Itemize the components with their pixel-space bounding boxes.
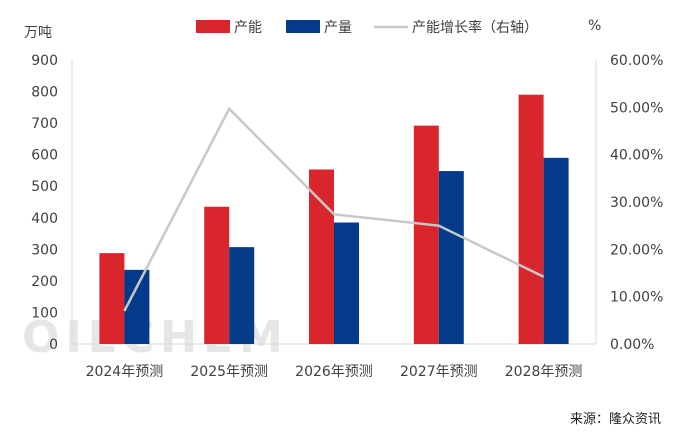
y-right-tick-label: 60.00%: [610, 53, 663, 69]
x-tick-label: 2024年预测: [86, 364, 164, 380]
legend-output-swatch: [286, 20, 320, 33]
bar-output: [229, 247, 255, 344]
x-tick-label: 2028年预测: [505, 364, 583, 380]
y-right-tick-label: 50.00%: [610, 100, 663, 116]
bar-capacity: [413, 125, 439, 344]
y-right-tick-label: 40.00%: [610, 148, 663, 164]
legend: 产能 产量 产能增长率（右轴）: [196, 19, 538, 36]
y-left-tick-label: 100: [31, 305, 58, 321]
legend-growth-label: 产能增长率（右轴）: [412, 19, 538, 36]
axes: 0 100 200 300 400 500 600 700 800 900 0.00% 10.00% 2…: [24, 18, 663, 380]
y-left-tick-label: 200: [31, 274, 58, 290]
y-left-unit: 万吨: [24, 25, 52, 41]
y-right-tick-label: 20.00%: [610, 242, 663, 258]
y-left-tick-label: 0: [49, 337, 58, 353]
y-left-tick-label: 300: [31, 242, 58, 258]
bar-capacity: [518, 94, 544, 344]
y-right-tick-label: 10.00%: [610, 290, 663, 306]
source-note: 来源：隆众资讯: [569, 412, 661, 427]
bars: [99, 94, 569, 344]
x-tick-label: 2026年预测: [295, 364, 373, 380]
y-right-tick-label: 30.00%: [610, 195, 663, 211]
bar-capacity: [204, 206, 230, 344]
x-tick-label: 2027年预测: [400, 364, 478, 380]
y-left-tick-label: 500: [31, 179, 58, 195]
y-right-unit: %: [588, 18, 601, 34]
y-left-tick-label: 400: [31, 211, 58, 227]
y-right-tick-label: 0.00%: [610, 337, 654, 353]
y-left-tick-label: 800: [31, 85, 58, 101]
y-left-tick-label: 700: [31, 116, 58, 132]
bar-capacity: [309, 169, 334, 344]
legend-capacity-swatch: [196, 20, 230, 33]
y-left-tick-label: 900: [31, 53, 58, 69]
legend-output-label: 产量: [324, 20, 352, 36]
legend-capacity-label: 产能: [234, 20, 262, 36]
bar-output: [543, 157, 569, 344]
y-left-tick-label: 600: [31, 148, 58, 164]
bar-output: [438, 171, 464, 344]
bar-capacity: [99, 253, 125, 344]
bar-output: [334, 222, 359, 344]
bar-output: [124, 269, 150, 344]
growth-line: [123, 106, 545, 312]
x-tick-label: 2025年预测: [190, 364, 268, 380]
